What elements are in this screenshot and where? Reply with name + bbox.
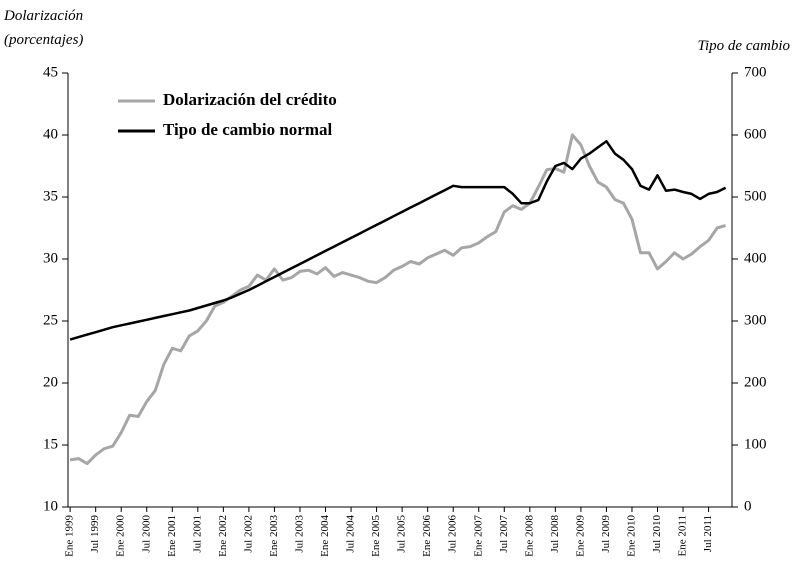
x-tick-label: Ene 2010 — [626, 515, 638, 557]
y2-tick-label: 400 — [744, 250, 767, 266]
y-tick-label: 25 — [43, 312, 58, 328]
y2-axis-title: Tipo de cambio — [698, 38, 791, 54]
series-line — [69, 133, 727, 466]
y2-tick-label: 700 — [744, 64, 767, 80]
x-tick-label: Ene 2005 — [370, 515, 382, 557]
y2-tick-label: 100 — [744, 436, 767, 452]
y-tick-label: 40 — [43, 126, 58, 142]
x-tick-label: Ene 2003 — [268, 515, 280, 557]
x-tick-label: Jul 2005 — [396, 515, 408, 553]
x-tick-label: Jul 2010 — [651, 515, 663, 553]
y-tick-label: 20 — [43, 374, 58, 390]
x-tick-label: Ene 2006 — [421, 515, 433, 557]
legend-label: Dolarización del crédito — [163, 90, 337, 109]
y-tick-label: 35 — [43, 188, 58, 204]
y2-tick-label: 500 — [744, 188, 767, 204]
y-axis-title: Dolarización — [3, 8, 83, 24]
x-tick-label: Jul 2001 — [191, 515, 203, 553]
y-tick-label: 15 — [43, 436, 58, 452]
y-tick-label: 30 — [43, 250, 58, 266]
x-tick-label: Ene 2008 — [523, 515, 535, 557]
x-tick-label: Ene 1999 — [64, 515, 76, 557]
x-tick-label: Ene 2000 — [115, 515, 127, 557]
y-tick-label: 10 — [43, 498, 58, 514]
x-tick-label: Jul 2007 — [498, 515, 510, 553]
series-line — [69, 139, 727, 341]
y-tick-label: 45 — [43, 64, 58, 80]
x-tick-label: Jul 2003 — [294, 515, 306, 553]
x-tick-label: Jul 2000 — [140, 515, 152, 553]
y2-tick-label: 200 — [744, 374, 767, 390]
legend-label: Tipo de cambio normal — [163, 120, 333, 139]
x-tick-label: Jul 2006 — [447, 515, 459, 553]
x-tick-label: Jul 2011 — [702, 515, 714, 552]
x-tick-label: Jul 2002 — [242, 515, 254, 553]
x-tick-label: Ene 2002 — [217, 515, 229, 557]
y2-tick-label: 300 — [744, 312, 767, 328]
x-tick-label: Ene 2007 — [472, 515, 484, 557]
x-tick-label: Jul 2004 — [345, 515, 357, 553]
x-tick-label: Jul 2008 — [549, 515, 561, 553]
y-axis-title: (porcentajes) — [4, 32, 83, 48]
y2-tick-label: 0 — [744, 498, 752, 514]
x-tick-label: Ene 2009 — [574, 515, 586, 557]
x-tick-label: Jul 1999 — [89, 515, 101, 553]
x-tick-label: Ene 2004 — [319, 515, 331, 557]
x-tick-label: Jul 2009 — [600, 515, 612, 553]
x-tick-label: Ene 2011 — [677, 515, 689, 556]
y2-tick-label: 600 — [744, 126, 767, 142]
x-tick-label: Ene 2001 — [166, 515, 178, 557]
